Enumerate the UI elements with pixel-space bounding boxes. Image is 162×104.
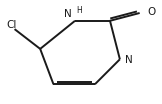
Text: Cl: Cl [6, 20, 17, 30]
Text: N: N [125, 55, 133, 65]
Text: O: O [147, 7, 156, 17]
Text: N: N [64, 9, 72, 19]
Text: H: H [76, 6, 82, 15]
